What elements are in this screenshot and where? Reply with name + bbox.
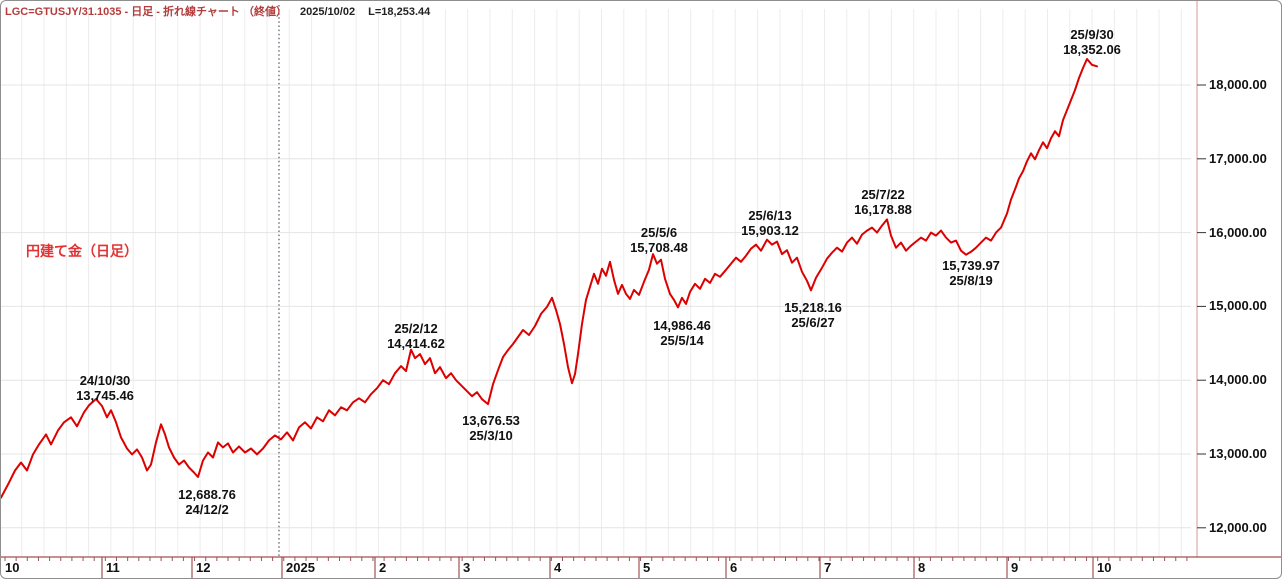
x-axis-label: 8 bbox=[918, 560, 926, 575]
annotation-line: 24/12/2 bbox=[185, 502, 229, 517]
x-axis-label: 4 bbox=[554, 560, 562, 575]
y-axis-label: 12,000.00 bbox=[1209, 519, 1267, 535]
annotation-line: 15,739.97 bbox=[942, 258, 1000, 273]
x-axis-label: 12 bbox=[196, 560, 211, 575]
x-axis-label: 9 bbox=[1011, 560, 1019, 575]
data-annotation: 25/6/13 15,903.12 bbox=[741, 208, 799, 238]
annotation-line: 14,986.46 bbox=[653, 318, 711, 333]
annotation-line: 25/6/13 bbox=[748, 208, 792, 223]
y-axis-label: 17,000.00 bbox=[1209, 150, 1267, 166]
instrument-formula: LGC=GTUSJY/31.1035 - 日足 - 折れ線チャート （終値） bbox=[5, 6, 287, 18]
data-annotation: 14,986.46 25/5/14 bbox=[653, 318, 711, 348]
annotation-line: 18,352.06 bbox=[1063, 42, 1121, 57]
chart-header: LGC=GTUSJY/31.1035 - 日足 - 折れ線チャート （終値） 2… bbox=[5, 3, 430, 19]
y-axis-label: 14,000.00 bbox=[1209, 372, 1267, 388]
data-annotation: 13,676.53 25/3/10 bbox=[462, 413, 520, 443]
annotation-line: 16,178.88 bbox=[854, 202, 912, 217]
annotation-line: 15,708.48 bbox=[630, 240, 688, 255]
data-annotation: 25/7/22 16,178.88 bbox=[854, 187, 912, 217]
annotation-line: 25/5/14 bbox=[660, 333, 704, 348]
annotation-line: 14,414.62 bbox=[387, 336, 445, 351]
y-axis-label: 16,000.00 bbox=[1209, 224, 1267, 240]
price-line bbox=[1, 58, 1098, 499]
x-axis-label: 2025 bbox=[286, 560, 315, 575]
data-annotation: 24/10/30 13,745.46 bbox=[76, 373, 134, 403]
quote-date: 2025/10/02 bbox=[300, 6, 356, 18]
annotation-line: 24/10/30 bbox=[79, 373, 131, 388]
x-axis-label: 3 bbox=[463, 560, 471, 575]
y-axis-label: 15,000.00 bbox=[1209, 298, 1267, 314]
x-axis-label: 6 bbox=[730, 560, 738, 575]
x-axis-label: 10 bbox=[5, 560, 20, 575]
last-price: L=18,253.44 bbox=[368, 6, 431, 18]
annotation-line: 25/9/30 bbox=[1070, 27, 1114, 42]
annotation-line: 13,745.46 bbox=[76, 388, 134, 403]
data-annotation: 25/5/6 15,708.48 bbox=[630, 225, 688, 255]
annotation-line: 12,688.76 bbox=[178, 487, 236, 502]
annotation-line: 25/5/6 bbox=[640, 225, 678, 240]
x-axis-label: 2 bbox=[379, 560, 387, 575]
annotation-line: 15,903.12 bbox=[741, 223, 799, 238]
data-annotation: 25/2/12 14,414.62 bbox=[387, 321, 445, 351]
annotation-line: 25/2/12 bbox=[394, 321, 438, 336]
annotation-line: 25/3/10 bbox=[469, 428, 513, 443]
data-annotation: 15,739.97 25/8/19 bbox=[942, 258, 1000, 288]
x-axis-label: 7 bbox=[824, 560, 832, 575]
y-axis-label: 13,000.00 bbox=[1209, 446, 1267, 461]
x-axis-label: 10 bbox=[1097, 560, 1112, 575]
data-annotation: 12,688.76 24/12/2 bbox=[178, 487, 236, 517]
data-annotation: 15,218.16 25/6/27 bbox=[784, 300, 842, 330]
chart-title-label: 円建て金（日足） bbox=[26, 243, 138, 259]
data-annotation: 25/9/30 18,352.06 bbox=[1063, 27, 1121, 57]
annotation-line: 25/6/27 bbox=[791, 315, 835, 330]
annotation-line: 13,676.53 bbox=[462, 413, 520, 428]
y-axis-label: 18,000.00 bbox=[1209, 77, 1267, 92]
x-axis-label: 11 bbox=[106, 560, 120, 575]
annotation-line: 25/7/22 bbox=[861, 187, 905, 202]
annotation-line: 25/8/19 bbox=[949, 273, 993, 288]
annotation-line: 15,218.16 bbox=[784, 300, 842, 315]
x-axis-label: 5 bbox=[643, 560, 651, 575]
